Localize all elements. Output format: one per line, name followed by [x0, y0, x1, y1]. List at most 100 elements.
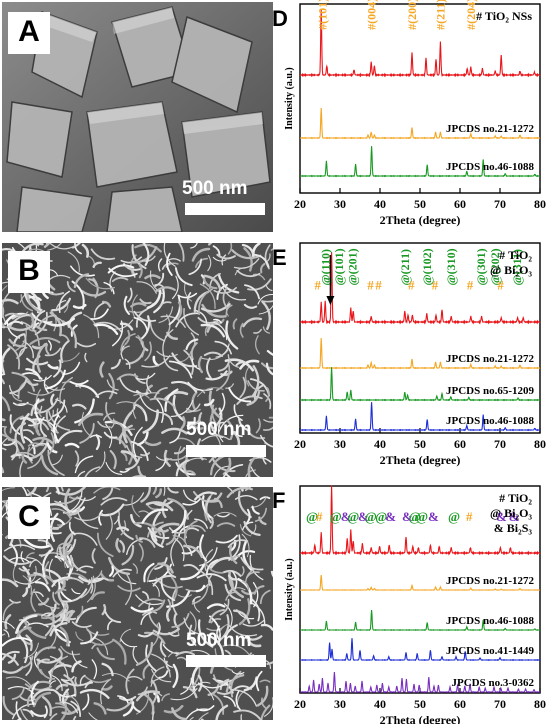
peak-annotation: @(311) [510, 249, 524, 286]
series-line-1 [299, 8, 541, 78]
peak-annotation: @(102) [420, 248, 434, 285]
x-tick-label: 70 [494, 437, 506, 451]
peak-annotation: #(204) [464, 0, 478, 30]
peak-annotation: @(301) [474, 248, 488, 285]
series-label: JPCDS no.65-1209 [446, 385, 535, 397]
peak-annotation: @(310) [444, 248, 458, 285]
scale-bar-c [186, 655, 266, 667]
panel-letter-f: F [272, 488, 285, 513]
x-tick-label: 30 [334, 697, 346, 711]
peak-annotation: & [509, 509, 520, 524]
x-tick-label: 70 [494, 697, 506, 711]
panel-letter-e: E [272, 245, 287, 270]
peak-annotation: @ [409, 509, 421, 524]
series-line-5 [300, 671, 541, 694]
series-label: JPCDS no.46-1088 [446, 615, 535, 627]
scale-bar-a [185, 203, 265, 215]
panel-letter-a: A [8, 12, 50, 54]
series-label: JPCDS no.41-1449 [446, 645, 535, 657]
peak-annotation: @ [416, 509, 428, 524]
peak-annotation: @(101) [332, 248, 346, 285]
peak-annotation: # [467, 278, 474, 293]
legend-entry: # TiO₂ NSs [476, 9, 532, 23]
peak-annotation: #(211) [433, 0, 447, 30]
x-tick-label: 60 [454, 437, 466, 451]
series-line-3 [299, 146, 541, 178]
panel-letter-d: D [272, 6, 288, 31]
peak-annotation: & [402, 509, 413, 524]
peak-annotation: @(211) [398, 249, 412, 286]
legend-entry: # TiO₂ [499, 248, 532, 262]
peak-annotation: # [408, 278, 415, 293]
sem-image-a: A 500 nm [2, 2, 273, 232]
x-tick-label: 40 [374, 697, 386, 711]
series-label: JPCDS no.21-1272 [446, 575, 535, 587]
x-tick-label: 20 [294, 697, 306, 711]
peak-annotation: @(202) [488, 248, 502, 285]
legend-entry: & Bi₂S₃ [494, 521, 533, 535]
peak-arrow-head [326, 296, 335, 305]
x-tick-label: 80 [534, 437, 546, 451]
scale-bar-b [186, 445, 266, 457]
peak-annotation: & [428, 509, 439, 524]
peak-annotation: & [385, 509, 396, 524]
sem-image-b: B 500 nm [2, 243, 273, 477]
peak-annotation: # [432, 278, 439, 293]
series-line-3 [300, 610, 541, 632]
series-line-2 [299, 107, 541, 140]
peak-annotation: #(200) [405, 0, 419, 30]
series-line-1 [299, 485, 541, 556]
series-label: JPCDS no.21-1272 [446, 123, 535, 135]
legend-entry: @ Bi₂O₃ [490, 506, 532, 520]
peak-annotation: @ [448, 509, 460, 524]
scale-label-c: 500 nm [186, 630, 252, 651]
peak-annotation: #(101) [315, 0, 329, 30]
peak-annotation: & [358, 509, 369, 524]
x-axis-label: 2Theta (degree) [380, 213, 461, 227]
peak-annotation: # [314, 278, 321, 293]
peak-annotation: @ [375, 509, 387, 524]
series-line-4 [299, 402, 541, 432]
peak-annotation: @ [365, 509, 377, 524]
x-tick-label: 70 [494, 197, 506, 211]
x-tick-label: 20 [294, 197, 306, 211]
peak-annotation: # [316, 509, 323, 524]
chart-f: 20 30 40 50 60 70 80 2Theta (degree) Intensity (… [272, 485, 546, 724]
peak-annotation: #(004) [365, 0, 379, 30]
legend-entry: # TiO₂ [499, 491, 532, 505]
scale-label-a: 500 nm [182, 178, 248, 199]
x-axis-label: 2Theta (degree) [380, 713, 461, 724]
y-axis-label: Intensity (a.u.) [284, 67, 295, 130]
series-line-2 [300, 574, 541, 591]
peak-annotation: @ [330, 509, 342, 524]
peak-annotation: @ [306, 509, 318, 524]
peak-annotation: @(110) [319, 249, 333, 286]
peak-annotation: # [375, 278, 382, 293]
series-label: JPCDS no.46-1088 [446, 415, 535, 427]
x-tick-label: 20 [294, 437, 306, 451]
series-line-2 [299, 337, 541, 370]
x-tick-label: 50 [414, 197, 426, 211]
series-label: JPCDS no.21-1272 [446, 353, 535, 365]
panel-letter-b: B [8, 251, 50, 293]
x-tick-label: 40 [374, 197, 386, 211]
x-axis-label: 2Theta (degree) [380, 453, 461, 467]
x-tick-label: 30 [334, 437, 346, 451]
peak-annotation: # [466, 509, 473, 524]
x-tick-label: 80 [534, 697, 546, 711]
series-line-4 [300, 638, 541, 662]
x-tick-label: 60 [454, 197, 466, 211]
chart-e: 20 30 40 50 60 70 80 2Theta (degree) JPCDS no.21… [272, 242, 546, 467]
peak-annotation: @(201) [345, 248, 359, 285]
peak-annotation: @ [347, 509, 359, 524]
peak-annotation: # [497, 278, 504, 293]
series-label: JPCDS no.46-1088 [446, 161, 535, 173]
x-tick-label: 60 [454, 697, 466, 711]
nanosheet-edges [2, 487, 273, 720]
y-axis-label: Intensity (a.u.) [284, 558, 295, 621]
nanosheet-texture-b [2, 243, 273, 477]
peak-annotation: & [341, 509, 352, 524]
x-tick-label: 50 [414, 437, 426, 451]
scale-label-b: 500 nm [186, 419, 252, 440]
